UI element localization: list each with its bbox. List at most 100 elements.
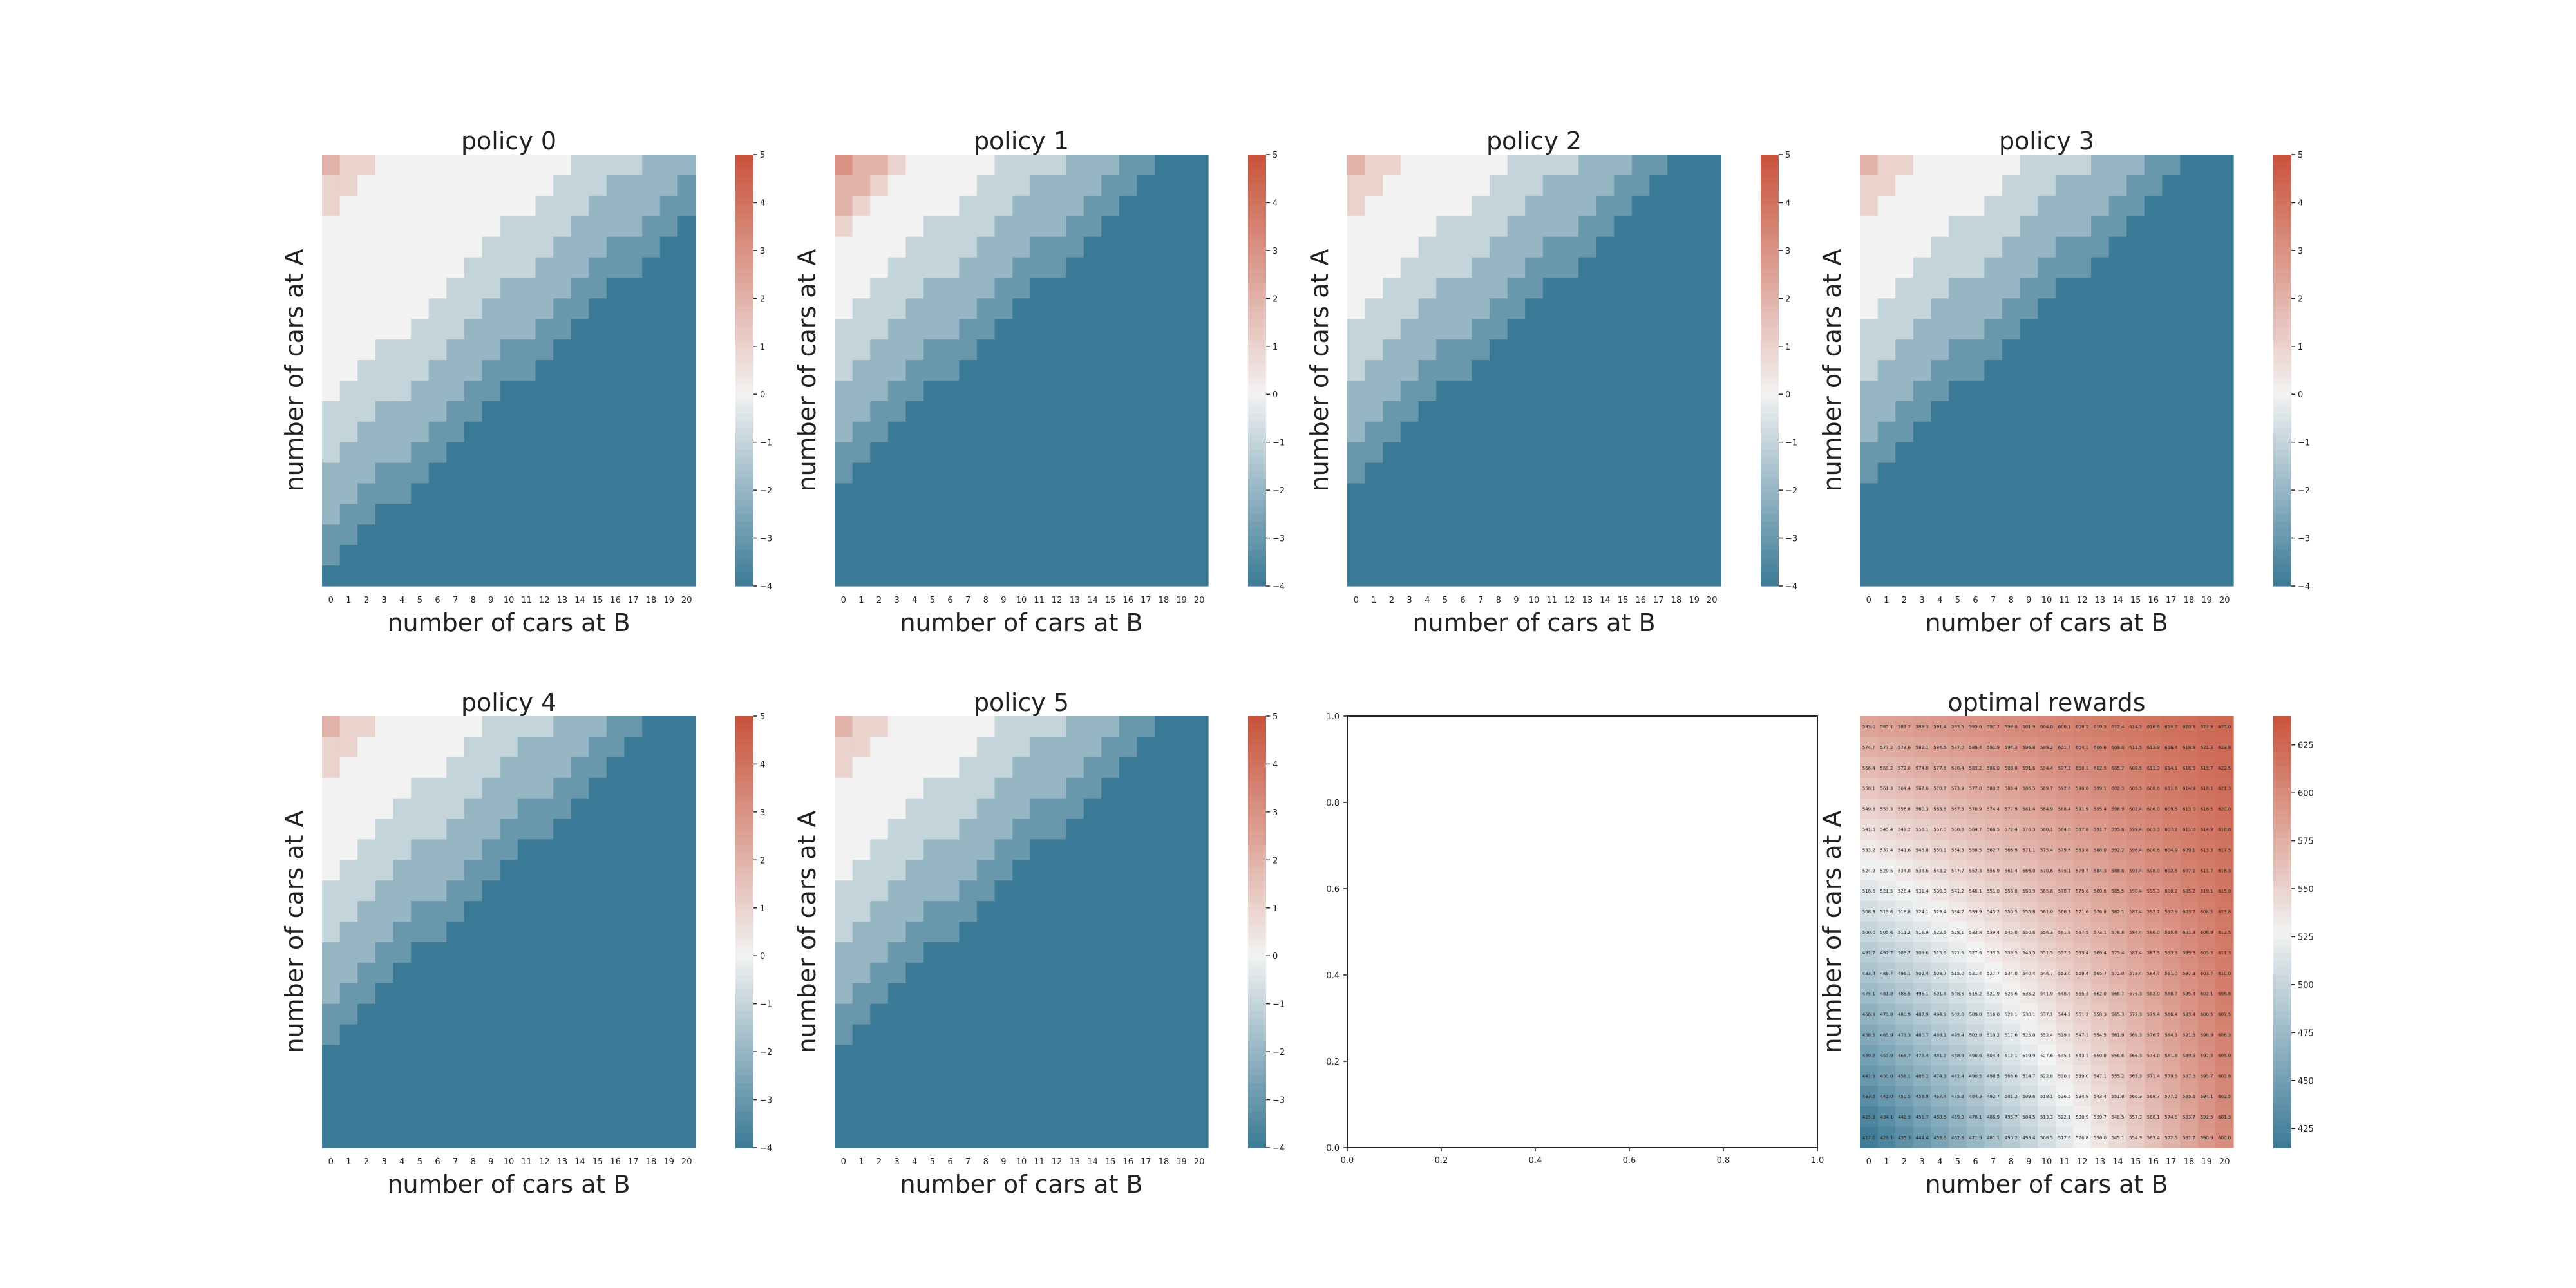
heatmap-cell [835,195,853,217]
cell-value-label: 584.1 [2164,1033,2177,1038]
colorbar-segment [2273,341,2291,350]
empty-axes-frame [1347,715,1818,1148]
heatmap-cell [642,298,661,319]
heatmap-cell [1703,565,1721,587]
heatmap-cell [411,175,430,196]
heatmap-cell [994,442,1013,464]
colorbar-segment [1248,262,1266,270]
heatmap-cell [2126,1086,2145,1107]
heatmap-cell [1172,1024,1191,1046]
colorbar-segment [735,241,753,249]
heatmap-cell [1048,524,1066,545]
heatmap-cell [1155,962,1173,984]
cell-value-label: 614.1 [2164,766,2177,771]
heatmap-cell [1489,545,1508,566]
cell-value-label: 540.4 [2022,971,2036,976]
heatmap-cell [959,339,978,361]
cell-value-label: 450.5 [1898,1094,1911,1099]
colorbar-tick-label: 4 [1273,198,1278,208]
heatmap-cell [411,1003,430,1025]
heatmap-cell [411,195,430,217]
heatmap-cell [941,339,960,361]
heatmap-cell [571,175,589,196]
heatmap-cell [1984,839,2003,860]
cell-value-label: 583.4 [2005,786,2018,791]
heatmap-cell [589,401,607,422]
heatmap-cell [677,819,696,840]
heatmap-cell [1542,504,1562,525]
heatmap-cell [357,401,376,422]
cell-value-label: 560.3 [1916,807,1929,812]
heatmap-cell [339,565,358,587]
heatmap-cell [1984,942,2003,963]
heatmap-cell [1966,401,1985,422]
heatmap-cell [2180,839,2199,860]
colorbar-segment [1761,276,1779,285]
cell-value-label: 533.8 [1969,930,1982,935]
heatmap-cell [2180,922,2199,943]
heatmap-cell [1895,524,1914,545]
heatmap-cell [870,360,889,381]
heatmap-cell [1631,339,1651,361]
x-tick-label: 16 [610,1157,621,1167]
heatmap-cell [1172,545,1191,566]
heatmap-cell [1119,860,1138,881]
heatmap-cell [500,983,518,1005]
heatmap-cell [375,839,394,860]
heatmap-cell [941,442,960,464]
x-tick-label: 1 [1884,596,1889,605]
cell-value-label: 495.7 [2005,1115,2018,1120]
heatmap-cell [1860,195,1879,217]
heatmap-cell [941,777,960,799]
heatmap-cell [1472,545,1490,566]
colorbar-segment [2273,521,2291,529]
heatmap-cell [2108,1106,2127,1128]
cell-value-label: 457.9 [1880,1053,1893,1058]
heatmap-cell [1578,380,1597,402]
heatmap-cell [1913,236,1932,258]
heatmap-cell [1877,1003,1896,1025]
heatmap-cell [482,442,500,464]
colorbar-segment [2273,212,2291,220]
cell-value-label: 572.3 [2129,1012,2142,1018]
heatmap-cell [1119,216,1138,238]
heatmap-cell [835,504,853,525]
heatmap-cell [322,716,341,737]
cell-value-label: 550.1 [1933,848,1946,853]
colorbar-segment [2273,1140,2291,1148]
heatmap-cell [571,195,589,217]
heatmap-cell [1860,278,1879,299]
heatmap-cell [393,839,412,860]
heatmap-cell [589,257,607,279]
heatmap-cell [870,195,889,217]
cell-value-label: 496.6 [1969,1053,1982,1058]
heatmap-cell [1030,716,1049,737]
cell-value-label: 552.3 [1969,868,1982,873]
heatmap-cell [941,880,960,902]
heatmap-cell [835,819,853,840]
cell-value-label: 608.6 [2147,786,2161,791]
heatmap-cell [375,504,394,525]
heatmap-cell [2020,401,2038,422]
heatmap-cell [375,860,394,881]
heatmap-cell [2038,777,2056,799]
heatmap-cell [1703,257,1721,279]
colorbar-segment [2273,1032,2291,1041]
heatmap-cell [606,1003,625,1025]
heatmap-cell [1172,155,1191,176]
heatmap-cell [642,757,661,779]
heatmap-cell [624,565,643,587]
colorbar-segment [735,507,753,515]
heatmap-cell [905,195,924,217]
heatmap-cell [642,1127,661,1148]
heatmap-cell [1119,421,1138,443]
heatmap-cell [941,278,960,299]
heatmap-cell [1190,380,1209,402]
colorbar-segment [1248,896,1266,904]
heatmap-cell [1560,319,1579,340]
colorbar-segment [2273,226,2291,234]
cell-value-label: 625.0 [2218,724,2231,730]
heatmap-cell [1631,278,1651,299]
colorbar-segment [1761,384,1779,393]
heatmap-cell [1472,504,1490,525]
